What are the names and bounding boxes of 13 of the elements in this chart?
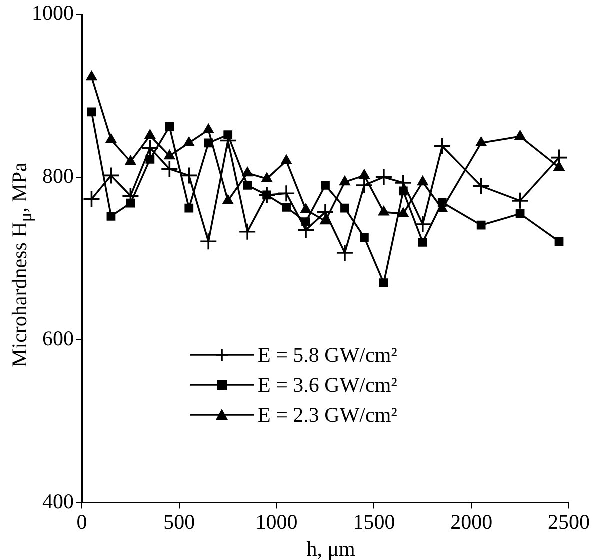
- legend-label: E = 5.8 GW/cm²: [258, 342, 398, 368]
- x-tick-label: 0: [76, 510, 88, 534]
- x-tick-label: 500: [164, 510, 196, 534]
- x-tick-label: 1000: [256, 510, 298, 534]
- y-tick-label: 400: [42, 489, 74, 514]
- y-tick-label: 800: [42, 164, 74, 188]
- x-tick-label: 1500: [353, 510, 396, 534]
- legend-label: E = 3.6 GW/cm²: [258, 372, 398, 398]
- x-tick-label: 2500: [548, 510, 590, 534]
- y-tick-label: 1000: [32, 1, 74, 26]
- legend-label: E = 2.3 GW/cm²: [258, 402, 398, 428]
- y-tick-label: 600: [42, 326, 74, 351]
- x-tick-label: 2000: [450, 510, 493, 534]
